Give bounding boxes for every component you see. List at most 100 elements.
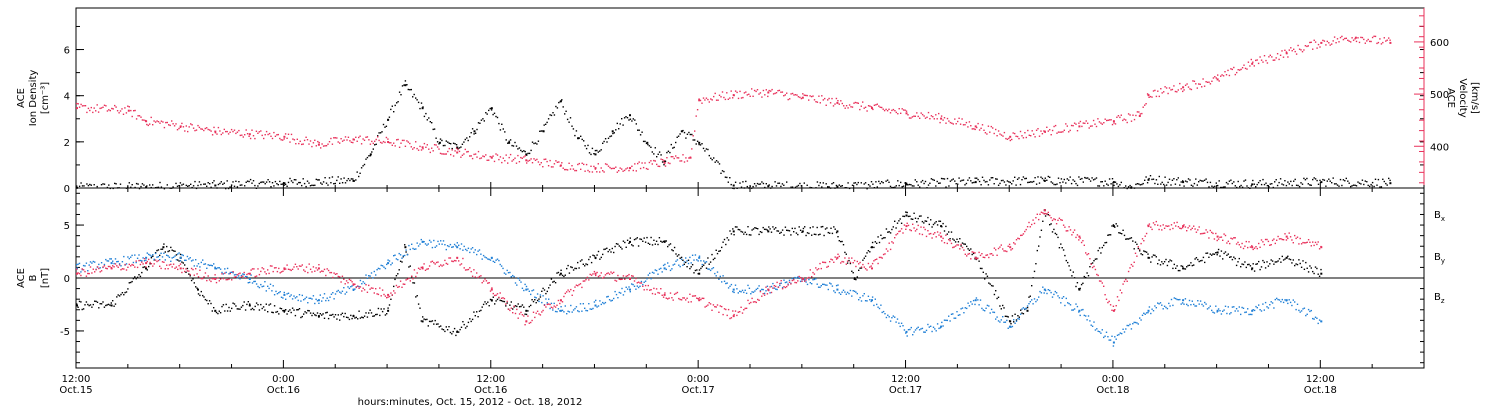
- data-point-1-2: [376, 293, 378, 295]
- data-point-1-0: [347, 316, 349, 319]
- data-point-0-0: [537, 140, 540, 142]
- data-point-0-1: [639, 167, 642, 170]
- data-point-0-0: [163, 188, 166, 190]
- data-point-0-1: [320, 147, 322, 149]
- data-point-1-0: [679, 257, 681, 259]
- data-point-1-0: [1116, 225, 1119, 227]
- data-point-0-1: [768, 89, 770, 92]
- data-point-1-2: [683, 297, 685, 299]
- data-point-1-0: [1162, 263, 1164, 265]
- data-point-1-1: [445, 248, 447, 251]
- data-point-1-2: [523, 315, 525, 317]
- data-point-0-1: [528, 159, 531, 162]
- data-point-1-0: [262, 306, 265, 308]
- data-point-1-0: [624, 241, 626, 244]
- data-point-1-1: [1296, 303, 1299, 305]
- data-point-1-2: [820, 267, 822, 270]
- data-point-1-1: [1096, 328, 1098, 330]
- data-point-0-0: [1345, 177, 1347, 180]
- data-point-1-0: [1086, 272, 1088, 274]
- data-point-1-0: [94, 300, 96, 302]
- data-point-1-0: [867, 250, 870, 252]
- data-point-0-0: [783, 184, 785, 186]
- data-point-1-2: [123, 268, 125, 270]
- data-point-1-1: [1105, 331, 1108, 333]
- data-point-1-2: [98, 267, 100, 270]
- data-point-0-1: [1084, 122, 1086, 124]
- data-point-0-0: [705, 148, 708, 150]
- data-point-1-0: [606, 247, 608, 249]
- data-point-1-2: [102, 266, 104, 268]
- data-point-1-1: [100, 262, 103, 264]
- data-point-1-0: [1038, 245, 1040, 247]
- data-point-0-1: [299, 140, 301, 142]
- data-point-1-1: [701, 263, 703, 266]
- data-point-1-1: [251, 282, 254, 284]
- data-point-0-0: [226, 180, 228, 182]
- data-point-0-0: [692, 139, 694, 141]
- data-point-0-1: [1272, 59, 1274, 61]
- data-point-1-2: [1111, 309, 1113, 311]
- data-point-1-2: [438, 265, 440, 268]
- data-point-0-0: [306, 180, 309, 182]
- data-point-0-0: [1081, 177, 1083, 180]
- data-point-0-0: [856, 183, 858, 186]
- data-point-1-0: [613, 251, 615, 254]
- data-point-1-1: [568, 311, 571, 313]
- data-point-1-1: [1133, 321, 1135, 324]
- data-point-1-2: [582, 280, 584, 282]
- data-point-1-1: [1179, 298, 1181, 301]
- data-point-1-0: [123, 294, 125, 296]
- data-point-0-0: [119, 183, 122, 185]
- data-point-1-1: [276, 293, 279, 295]
- data-point-0-1: [949, 121, 952, 124]
- data-point-1-1: [179, 260, 182, 262]
- data-point-1-0: [1107, 234, 1109, 236]
- data-point-0-0: [876, 186, 878, 188]
- data-point-0-1: [881, 106, 883, 109]
- data-point-1-1: [918, 329, 921, 331]
- data-point-0-0: [803, 182, 805, 184]
- data-point-1-0: [586, 263, 589, 266]
- data-point-1-0: [514, 305, 517, 307]
- data-point-0-1: [1260, 59, 1263, 61]
- data-point-1-0: [917, 217, 919, 220]
- data-point-0-0: [936, 180, 938, 183]
- data-point-0-1: [734, 90, 737, 92]
- data-key-point-1-0: [317, 315, 320, 318]
- data-point-1-2: [1155, 220, 1157, 223]
- data-point-0-1: [825, 104, 827, 106]
- data-point-0-1: [282, 139, 284, 141]
- data-key-point-0-1: [1138, 115, 1141, 117]
- data-point-1-2: [1184, 226, 1187, 228]
- data-point-0-0: [964, 184, 966, 186]
- data-point-1-0: [853, 277, 856, 279]
- data-point-0-0: [564, 113, 566, 115]
- data-point-1-2: [593, 270, 596, 273]
- data-point-0-0: [334, 182, 336, 185]
- data-point-1-1: [1107, 336, 1109, 338]
- data-point-0-0: [990, 177, 992, 179]
- top-panel-frame: [75, 7, 1425, 189]
- data-point-0-1: [365, 136, 367, 138]
- data-key-point-1-0: [283, 309, 286, 312]
- data-point-1-0: [528, 305, 530, 308]
- data-point-1-1: [820, 285, 822, 287]
- data-point-0-1: [493, 160, 496, 163]
- data-point-0-1: [1195, 83, 1197, 85]
- data-point-0-1: [99, 107, 101, 110]
- data-point-0-1: [961, 118, 963, 120]
- data-point-0-1: [580, 168, 582, 170]
- data-point-1-1: [851, 295, 853, 297]
- data-point-1-0: [1224, 251, 1227, 253]
- data-point-1-1: [231, 271, 233, 273]
- data-point-1-0: [512, 308, 514, 310]
- data-point-1-2: [221, 273, 223, 275]
- data-point-0-0: [968, 177, 971, 179]
- data-point-1-1: [950, 313, 953, 315]
- data-point-1-1: [467, 247, 470, 249]
- data-point-1-0: [431, 320, 434, 322]
- data-point-1-0: [1065, 259, 1067, 262]
- data-point-1-2: [1050, 217, 1052, 219]
- data-point-0-1: [1097, 118, 1099, 120]
